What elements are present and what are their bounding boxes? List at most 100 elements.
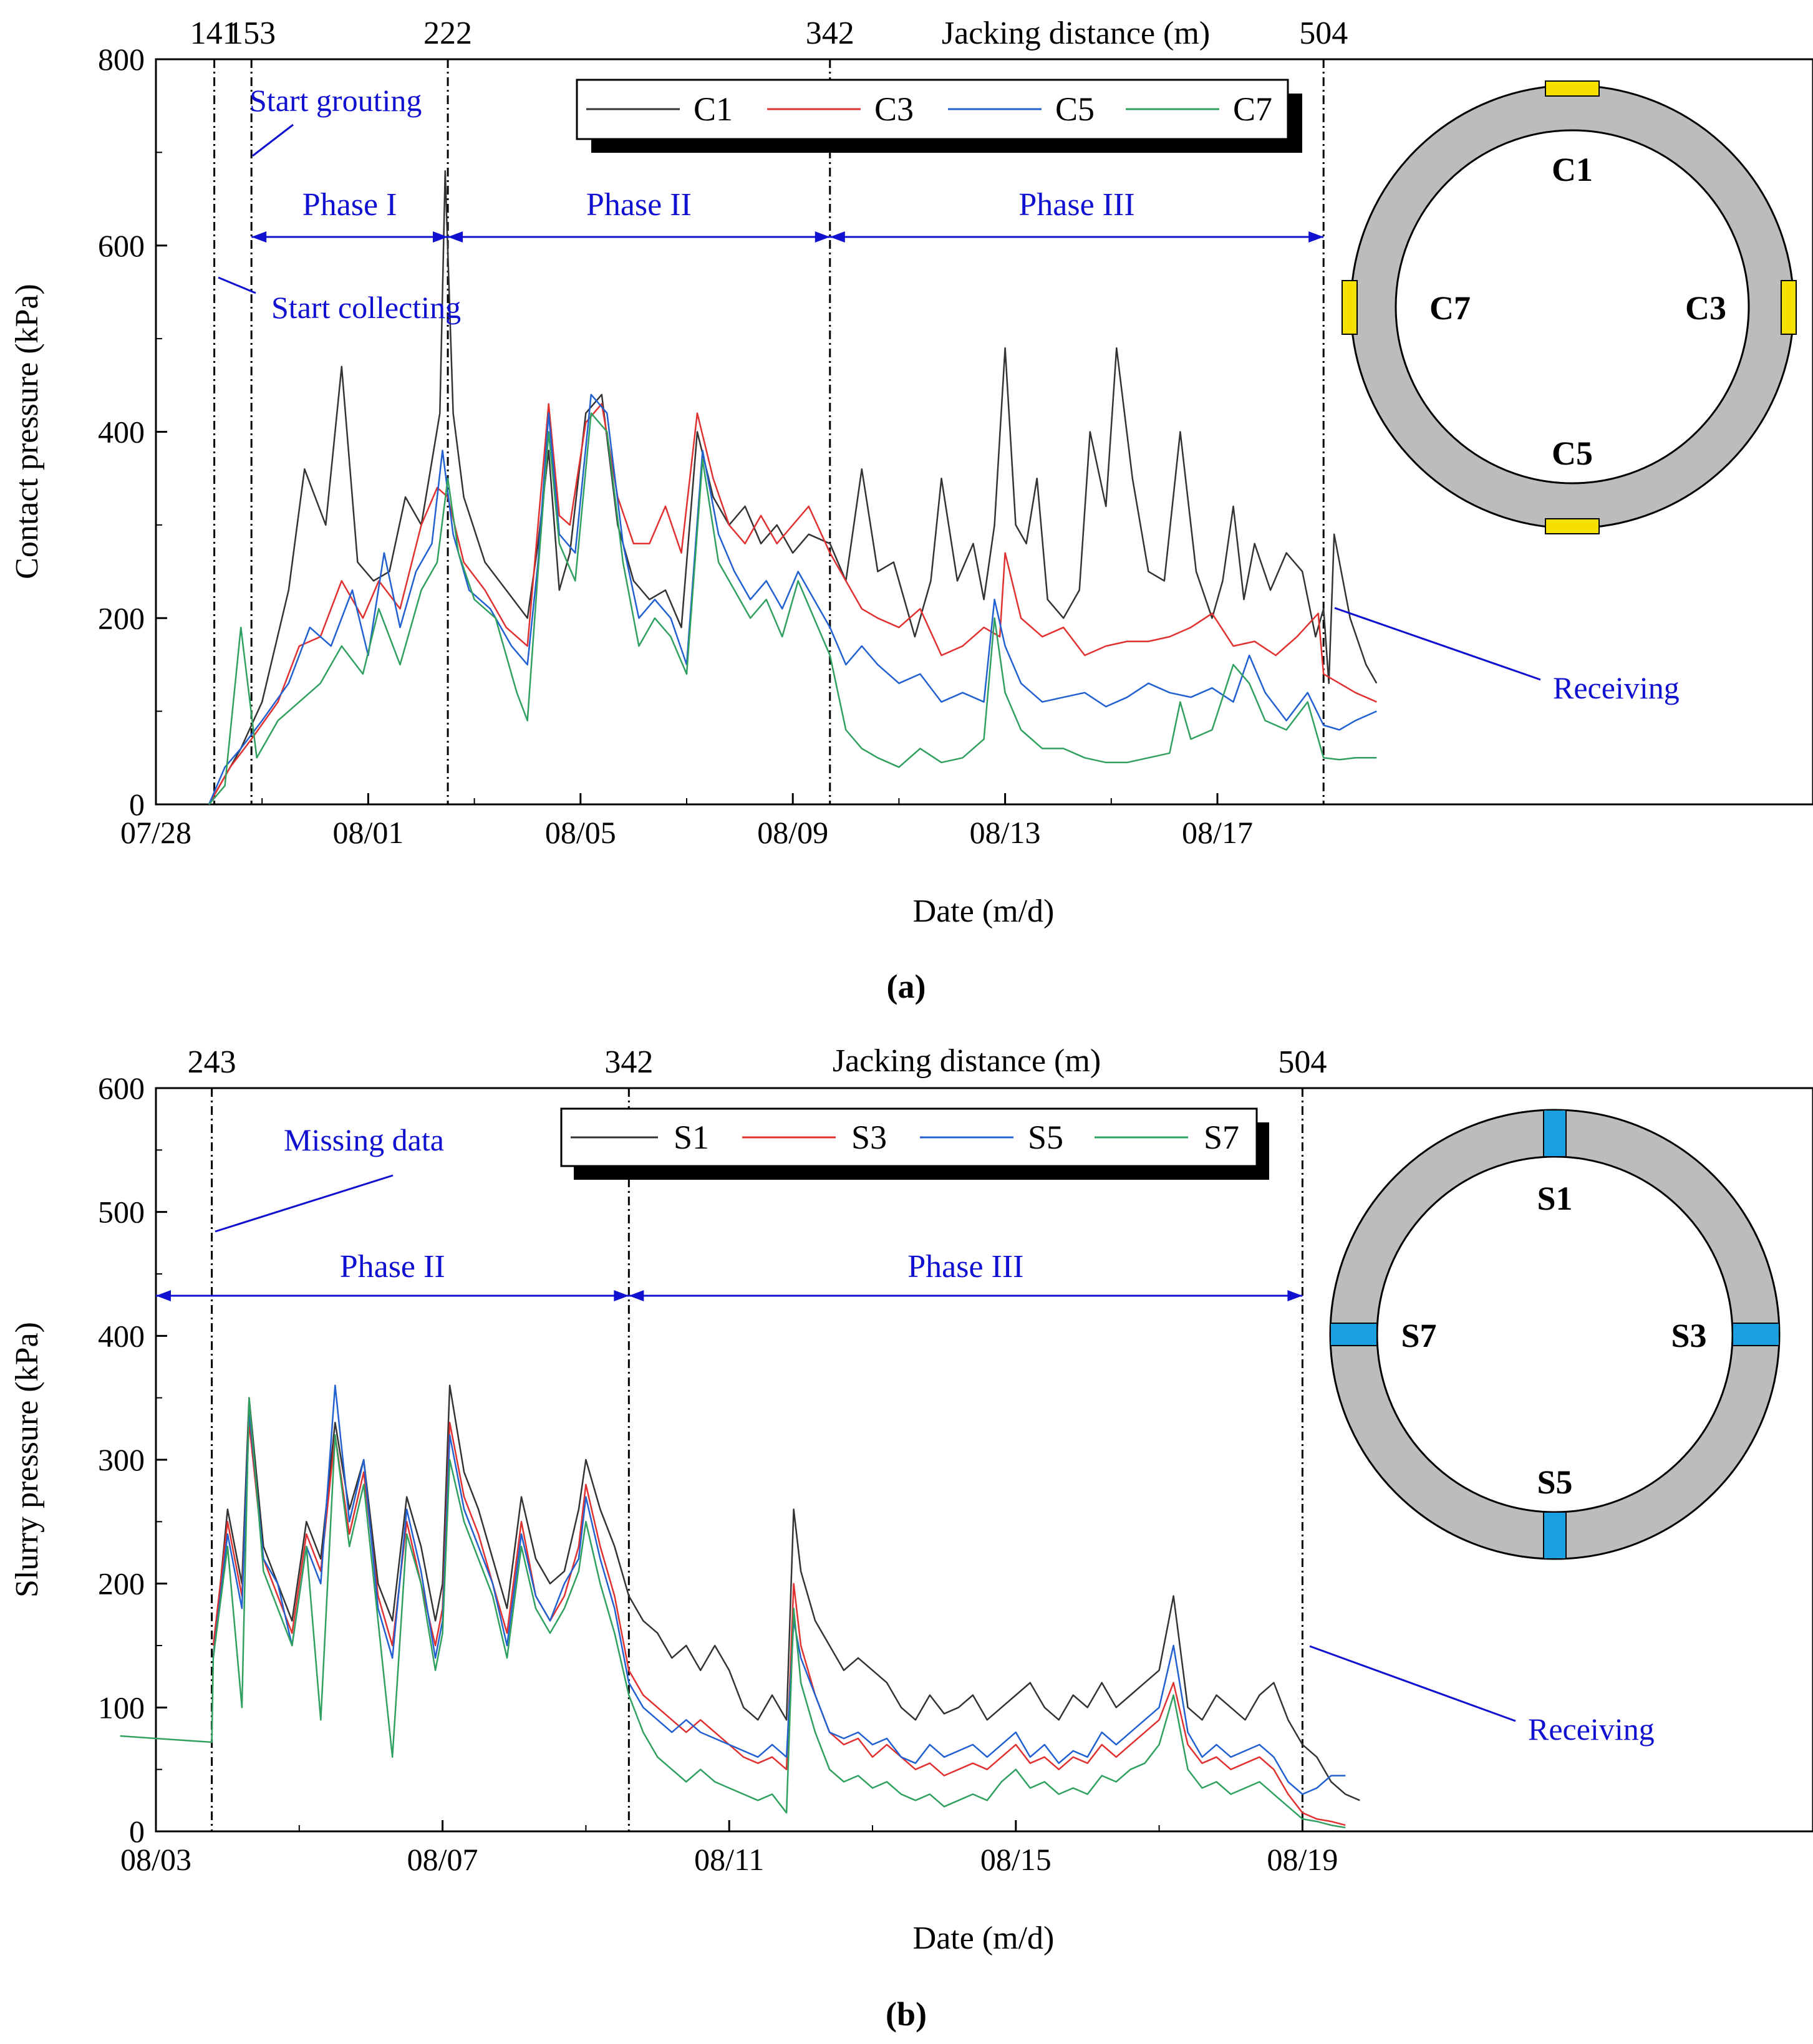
caption-b: (b) (886, 1995, 927, 2033)
series-line-c3 (208, 403, 1377, 805)
x-tick-label: 08/09 (757, 815, 828, 850)
top-tick-label: 153 (227, 16, 276, 51)
phase-arrowhead-right (1287, 1290, 1303, 1301)
y-tick-label: 500 (98, 1195, 145, 1230)
y-tick-label: 800 (98, 42, 145, 77)
x-tick-label: 08/19 (1267, 1842, 1338, 1877)
phase-label: Phase I (302, 187, 397, 223)
arrow-start-grouting (252, 123, 294, 157)
phase-arrowhead-right (433, 231, 448, 243)
ring-label-c3: C3 (1685, 289, 1726, 327)
series-line-c1 (208, 170, 1378, 805)
phase-arrowhead-right (614, 1290, 629, 1301)
y-axis-label-a: Contact pressure (kPa) (9, 284, 45, 579)
legend-label-c1: C1 (694, 90, 733, 128)
ring-label-s3: S3 (1671, 1317, 1706, 1354)
ring-inner-a (1395, 129, 1750, 484)
x-axis-label-b: Date (m/d) (913, 1921, 1055, 1956)
phase-label: Phase II (340, 1249, 445, 1285)
y-tick-label: 400 (98, 415, 145, 450)
annotation-receiving-b: Receiving (1528, 1712, 1655, 1747)
legend-a: C1 C3 C5 C7 (576, 79, 1302, 153)
top-tick-label: 504 (1278, 1044, 1327, 1080)
top-tick-label: 222 (423, 16, 472, 51)
ring-label-c7: C7 (1429, 289, 1471, 327)
ring-label-s5: S5 (1537, 1463, 1572, 1501)
caption-a: (a) (887, 968, 926, 1005)
x-tick-label: 08/17 (1182, 815, 1253, 850)
series-line-c7 (208, 412, 1377, 805)
arrow-receiving-a (1334, 607, 1541, 681)
panel-a: 0 200 400 600 800 07/28 08/01 08/05 08/09 08/13 08… (9, 16, 1813, 1005)
x-tick-label: 08/05 (545, 815, 616, 850)
x-axis-label-a: Date (m/d) (913, 894, 1055, 929)
phase-arrowhead-right (815, 231, 830, 243)
phase-arrowhead-right (1308, 231, 1324, 243)
y-tick-label: 600 (98, 228, 145, 263)
arrow-receiving-b (1309, 1645, 1516, 1722)
annotation-missing-data: Missing data (284, 1122, 444, 1157)
legend-label-c5: C5 (1055, 90, 1095, 128)
top-axis-label-a: Jacking distance (m) (942, 16, 1210, 51)
phase-arrowhead-left (448, 231, 463, 243)
arrow-missing-data (215, 1174, 394, 1233)
phase-arrowhead-left (156, 1290, 171, 1301)
annotation-start-grouting: Start grouting (249, 83, 422, 118)
ring-label-s1: S1 (1537, 1180, 1572, 1217)
y-axis-label-b: Slurry pressure (kPa) (9, 1322, 45, 1598)
y-tick-label: 0 (129, 1814, 145, 1849)
legend-label-s5: S5 (1028, 1119, 1063, 1156)
series-line-s7 (120, 1397, 1346, 1829)
legend-label-c3: C3 (874, 90, 914, 128)
y-tick-label: 200 (98, 600, 145, 635)
phase-label: Phase III (1018, 187, 1134, 223)
panel-b: 0 100 200 300 400 500 600 08/03 08/07 08/11 08/15 0… (9, 1043, 1813, 2033)
ring-label-c1: C1 (1552, 151, 1593, 188)
x-tick-label: 08/03 (120, 1842, 191, 1877)
top-tick-label: 243 (188, 1044, 236, 1080)
sensor-c5 (1545, 518, 1600, 534)
ring-diagram-b: S1 S3 S5 S7 (1329, 1109, 1781, 1560)
x-tick-label: 08/11 (694, 1842, 764, 1877)
legend-label-s1: S1 (674, 1119, 709, 1156)
sensor-c3 (1781, 280, 1797, 335)
top-axis-label-b: Jacking distance (m) (833, 1043, 1101, 1079)
ring-label-c5: C5 (1552, 435, 1593, 472)
y-tick-label: 200 (98, 1566, 145, 1601)
arrow-start-collecting (218, 276, 256, 294)
y-tick-label: 100 (98, 1690, 145, 1725)
x-tick-label: 08/01 (332, 815, 404, 850)
x-tick-label: 08/15 (980, 1842, 1052, 1877)
x-tick-label: 08/07 (407, 1842, 478, 1877)
sensor-c1 (1545, 80, 1600, 97)
annotation-receiving-a: Receiving (1553, 670, 1680, 705)
top-tick-label: 504 (1299, 16, 1348, 51)
legend-label-c7: C7 (1233, 90, 1272, 128)
phase-arrowhead-left (829, 231, 845, 243)
ring-label-s7: S7 (1401, 1317, 1436, 1354)
x-tick-label: 07/28 (120, 815, 191, 850)
top-tick-label: 141 (190, 16, 239, 51)
annotation-arrows-a (218, 123, 1541, 681)
series-line-s1 (212, 1384, 1360, 1801)
y-tick-label: 0 (129, 787, 145, 822)
y-tick-label: 600 (98, 1071, 145, 1106)
phase-label: Phase II (586, 187, 692, 223)
legend-b: S1 S3 S5 S7 (560, 1107, 1269, 1180)
annotation-arrows-b (215, 1174, 1516, 1722)
series-line-s5 (212, 1384, 1346, 1795)
legend-label-s3: S3 (851, 1119, 887, 1156)
sensor-s3 (1732, 1323, 1780, 1346)
top-tick-label: 342 (604, 1044, 653, 1080)
ring-diagram-a: C1 C3 C5 C7 (1342, 80, 1797, 534)
series-line-c5 (208, 393, 1377, 805)
sensor-s7 (1330, 1323, 1378, 1346)
y-tick-label: 300 (98, 1442, 145, 1477)
phase-arrowhead-left (629, 1290, 644, 1301)
legend-label-s7: S7 (1204, 1119, 1239, 1156)
annotation-start-collecting: Start collecting (271, 290, 461, 325)
phase-arrowhead-left (251, 231, 267, 243)
top-tick-label: 342 (806, 16, 854, 51)
sensor-s5 (1543, 1511, 1567, 1560)
